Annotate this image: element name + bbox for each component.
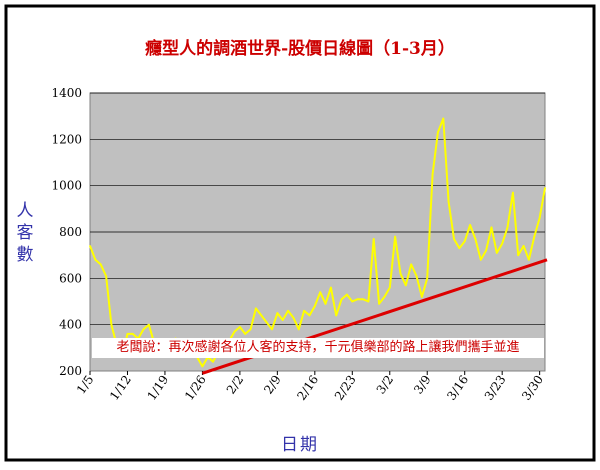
data-point-76 bbox=[496, 252, 498, 254]
data-point-7 bbox=[126, 333, 129, 335]
data-point-49 bbox=[351, 300, 354, 303]
data-point-38 bbox=[292, 316, 295, 319]
data-point-54 bbox=[378, 303, 380, 305]
data-point-63 bbox=[426, 277, 429, 280]
y-tick-label-200: 200 bbox=[59, 364, 82, 378]
data-point-43 bbox=[319, 291, 321, 294]
data-point-3 bbox=[105, 275, 107, 277]
data-point-61 bbox=[415, 275, 418, 277]
data-point-39 bbox=[297, 328, 300, 331]
y-tick-label-600: 600 bbox=[59, 271, 82, 285]
data-point-65 bbox=[437, 131, 439, 134]
data-point-55 bbox=[383, 296, 386, 298]
data-point-31 bbox=[255, 307, 257, 310]
data-point-84 bbox=[538, 217, 541, 219]
data-point-68 bbox=[453, 238, 455, 240]
data-point-73 bbox=[479, 259, 482, 261]
data-point-59 bbox=[405, 284, 407, 287]
data-point-30 bbox=[249, 328, 252, 331]
data-point-45 bbox=[330, 286, 332, 289]
data-point-47 bbox=[340, 298, 343, 300]
y-tick-label-800: 800 bbox=[59, 225, 82, 239]
y-tick-label-1000: 1000 bbox=[51, 179, 82, 193]
data-point-70 bbox=[463, 240, 466, 243]
data-point-35 bbox=[276, 312, 279, 314]
data-point-2 bbox=[99, 263, 102, 266]
data-point-27 bbox=[233, 330, 236, 333]
data-point-62 bbox=[421, 296, 423, 298]
data-point-75 bbox=[490, 226, 493, 229]
y-tick-label-400: 400 bbox=[59, 318, 82, 332]
data-point-48 bbox=[346, 293, 348, 296]
data-point-42 bbox=[314, 305, 316, 307]
data-point-46 bbox=[335, 314, 338, 317]
data-point-53 bbox=[372, 238, 375, 240]
data-point-11 bbox=[148, 323, 150, 326]
y-tick-label-1400: 1400 bbox=[51, 86, 82, 100]
data-point-85 bbox=[544, 187, 546, 189]
y-tick-label-1200: 1200 bbox=[51, 132, 82, 146]
data-point-52 bbox=[367, 300, 370, 303]
gridlines bbox=[90, 92, 545, 326]
data-point-8 bbox=[132, 333, 134, 335]
data-point-10 bbox=[142, 328, 145, 331]
data-point-58 bbox=[399, 272, 402, 275]
data-point-78 bbox=[506, 226, 509, 229]
data-point-34 bbox=[271, 328, 273, 331]
data-point-56 bbox=[388, 286, 391, 289]
data-point-57 bbox=[394, 235, 396, 238]
data-point-23 bbox=[212, 360, 214, 363]
data-point-44 bbox=[324, 303, 327, 305]
data-point-72 bbox=[474, 238, 477, 240]
data-point-83 bbox=[533, 235, 536, 238]
data-point-28 bbox=[239, 326, 241, 328]
y-tick-labels: 200 400 600 800 1000 1200 1400 bbox=[51, 86, 82, 378]
chart-title: 癮型人的調酒世界-股價日線圖（1-3月） bbox=[145, 39, 455, 59]
y-axis-label: 人客數 bbox=[14, 200, 36, 266]
data-point-29 bbox=[244, 333, 247, 335]
data-point-0 bbox=[89, 245, 91, 247]
chart-annotation: 老闆說：再次感謝各位人客的支持，千元俱樂部的路上讓我們攜手並進 bbox=[92, 338, 544, 358]
data-point-4 bbox=[110, 323, 113, 326]
data-point-80 bbox=[517, 254, 520, 256]
y-axis-label-text: 人客數 bbox=[16, 201, 34, 265]
data-point-82 bbox=[528, 259, 530, 261]
data-point-77 bbox=[501, 242, 503, 245]
x-axis-label: 日期 bbox=[281, 435, 319, 455]
data-point-60 bbox=[410, 263, 412, 266]
data-point-79 bbox=[512, 191, 514, 194]
data-point-51 bbox=[362, 298, 364, 300]
data-point-37 bbox=[287, 309, 289, 312]
data-point-66 bbox=[442, 117, 445, 120]
data-point-21 bbox=[201, 365, 204, 368]
data-point-74 bbox=[485, 249, 487, 252]
data-point-32 bbox=[260, 314, 263, 317]
data-point-71 bbox=[469, 224, 471, 226]
data-point-33 bbox=[265, 321, 268, 324]
data-point-69 bbox=[458, 247, 461, 250]
data-point-64 bbox=[431, 173, 434, 175]
data-point-50 bbox=[356, 298, 359, 300]
data-point-67 bbox=[447, 201, 450, 203]
data-point-40 bbox=[303, 309, 305, 312]
data-point-1 bbox=[94, 259, 97, 261]
data-point-36 bbox=[281, 319, 284, 321]
data-point-41 bbox=[308, 314, 311, 317]
data-point-81 bbox=[522, 245, 525, 247]
